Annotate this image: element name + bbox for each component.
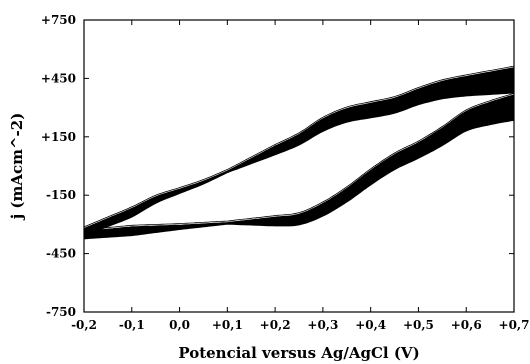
x-tick-label: +0,1 — [212, 318, 243, 332]
cv-sweep-outline-2 — [83, 93, 515, 231]
x-tick-label: +0,4 — [355, 318, 386, 332]
cv-sweep-band-2 — [83, 94, 515, 240]
x-tick-label: 0,0 — [169, 318, 190, 332]
x-tick-label: +0,6 — [451, 318, 482, 332]
ticks-layer: -0,2 -0,1 0,0 +0,1 +0,2 +0,3 +0,4 +0,5 +0,6 +0,7 +… — [41, 13, 530, 332]
x-tick-label: +0,2 — [260, 318, 291, 332]
cv-band-layer — [83, 65, 515, 240]
axes-layer — [83, 19, 515, 313]
x-axis-title: Potencial versus Ag/AgCl (V) — [178, 344, 419, 362]
y-axis-title: j (mAcm^-2) — [8, 113, 26, 222]
plot-frame — [83, 19, 515, 313]
y-tick-label: +150 — [41, 130, 76, 144]
x-tick-label: -0,2 — [71, 318, 97, 332]
y-tick-label: -750 — [46, 305, 76, 319]
cv-sweep-outline-1 — [83, 65, 515, 228]
x-tick-label: -0,1 — [119, 318, 145, 332]
x-tick-label: +0,3 — [307, 318, 338, 332]
cv-sweep-band-1 — [83, 67, 515, 237]
y-tick-label: -450 — [46, 247, 76, 261]
y-tick-label: +450 — [41, 71, 76, 85]
x-tick-label: +0,7 — [499, 318, 530, 332]
y-tick-label: -150 — [46, 188, 76, 202]
y-tick-label: +750 — [41, 13, 76, 27]
x-tick-label: +0,5 — [403, 318, 434, 332]
